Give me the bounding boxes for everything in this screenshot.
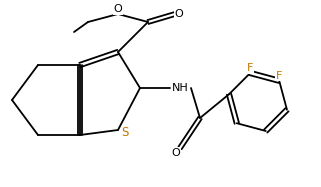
Text: O: O — [172, 148, 180, 158]
Text: O: O — [175, 9, 183, 19]
Text: F: F — [276, 71, 282, 81]
Text: S: S — [121, 126, 129, 140]
Text: O: O — [114, 4, 122, 14]
Text: F: F — [247, 63, 253, 73]
Text: NH: NH — [172, 83, 188, 93]
